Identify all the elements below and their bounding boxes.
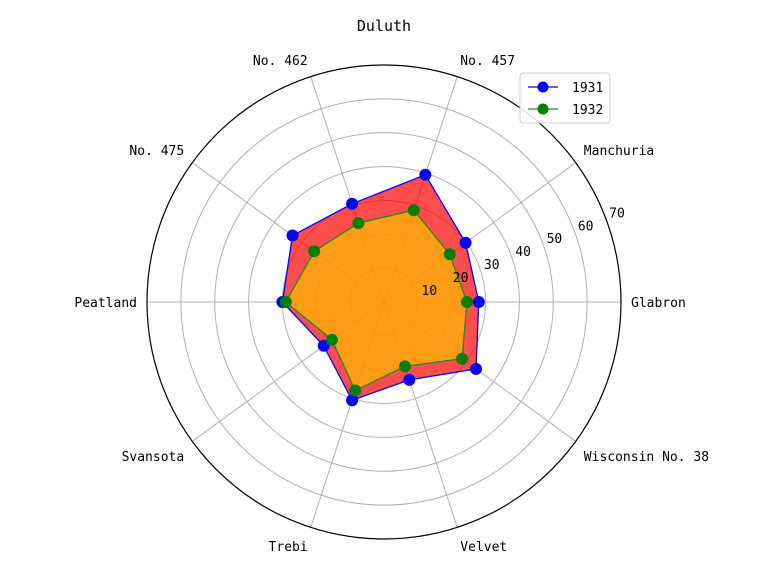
category-label-5: Peatland (74, 296, 137, 311)
data-point-1932-Wisconsin No. 38 (456, 352, 469, 365)
category-label-2: No. 457 (460, 54, 515, 69)
legend-label-1932: 1932 (572, 103, 603, 118)
data-point-1932-Trebi (349, 384, 362, 397)
category-label-3: No. 462 (253, 54, 308, 69)
category-label-8: Velvet (460, 540, 507, 555)
data-point-1932-No. 457 (407, 204, 420, 217)
data-point-1931-Glabron (472, 296, 485, 308)
category-label-9: Wisconsin No. 38 (584, 450, 709, 465)
category-label-7: Trebi (269, 540, 308, 555)
radial-tick-30: 30 (484, 258, 500, 273)
radial-tick-10: 10 (421, 284, 437, 299)
radial-tick-50: 50 (547, 232, 563, 247)
data-point-1932-No. 462 (352, 217, 365, 230)
radial-tick-70: 70 (609, 206, 625, 221)
radial-tick-60: 60 (578, 219, 594, 234)
data-point-1931-No. 462 (346, 197, 359, 210)
series-fill-1932 (285, 210, 467, 391)
data-point-1931-Wisconsin No. 38 (470, 362, 483, 375)
category-label-6: Svansota (122, 450, 185, 465)
polar-frame (146, 64, 622, 540)
category-label-1: Manchuria (584, 144, 654, 159)
legend-marker-1932 (537, 103, 549, 115)
data-point-1931-No. 475 (286, 229, 299, 242)
category-label-0: Glabron (631, 296, 686, 311)
data-point-1932-Glabron (460, 296, 473, 308)
data-point-1932-No. 475 (308, 245, 321, 258)
radial-tick-labels: 10 20 30 40 50 60 70 (421, 206, 624, 299)
legend-label-1931: 1931 (572, 81, 603, 96)
data-point-1931-No. 457 (419, 168, 432, 181)
radial-tick-40: 40 (515, 245, 531, 260)
chart-title: Duluth (357, 17, 411, 35)
category-label-4: No. 475 (129, 144, 184, 159)
data-point-1931-Svansota (317, 339, 330, 352)
legend: 1931 1932 (519, 72, 611, 124)
legend-marker-1931 (537, 81, 549, 93)
data-point-1932-Svansota (325, 333, 338, 346)
category-labels: Glabron Manchuria No. 457 No. 462 No. 475 Pea… (74, 54, 709, 555)
data-point-1932-Manchuria (443, 248, 456, 261)
data-point-1932-Velvet (398, 360, 411, 373)
data-point-1932-Peatland (279, 296, 292, 308)
data-point-1931-Manchuria (459, 236, 472, 249)
series-markers (276, 168, 485, 407)
radial-tick-20: 20 (453, 271, 469, 286)
data-point-1931-Velvet (403, 373, 416, 386)
series-fills (282, 174, 479, 401)
